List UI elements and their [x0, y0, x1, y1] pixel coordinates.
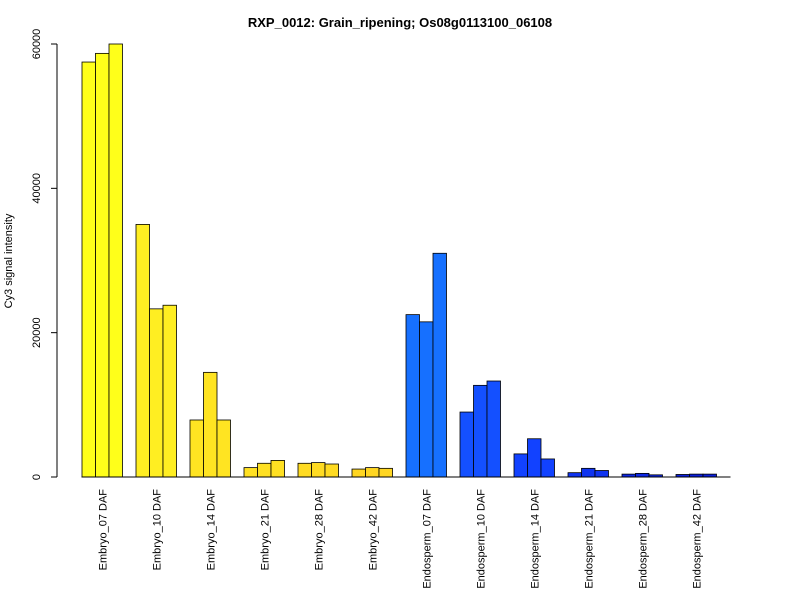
- bar: [365, 467, 380, 478]
- bar: [432, 252, 447, 478]
- x-tick-label: Endosperm_21 DAF: [583, 489, 595, 589]
- y-axis: 0 20000 40000 60000: [31, 29, 58, 480]
- bar: [311, 462, 326, 478]
- x-tick-label: Embryo_07 DAF: [97, 489, 109, 571]
- bar: [351, 468, 366, 478]
- bar: [189, 419, 204, 478]
- bar: [567, 472, 582, 478]
- bar: [540, 458, 555, 478]
- bar: [378, 467, 393, 478]
- y-axis-label: Cy3 signal intensity: [3, 213, 15, 308]
- bar: [203, 371, 218, 478]
- x-tick-label: Endosperm_28 DAF: [637, 489, 649, 589]
- chart-title: RXP_0012: Grain_ripening; Os08g0113100_0…: [248, 15, 552, 30]
- x-tick-label: Endosperm_10 DAF: [475, 489, 487, 589]
- bar: [270, 460, 285, 478]
- bar: [473, 384, 488, 478]
- bar: [216, 419, 231, 478]
- bar: [594, 470, 609, 478]
- y-tick-label: 40000: [31, 173, 43, 204]
- bars-group: [81, 43, 717, 478]
- bar: [513, 453, 528, 478]
- bar: [527, 438, 542, 478]
- x-tick-label: Embryo_21 DAF: [259, 489, 271, 571]
- bar: [459, 411, 474, 478]
- x-tick-label: Endosperm_14 DAF: [529, 489, 541, 589]
- x-tick-label: Embryo_28 DAF: [313, 489, 325, 571]
- bar: [257, 462, 272, 478]
- bar: [297, 462, 312, 478]
- bar: [95, 52, 110, 478]
- bar: [635, 472, 650, 478]
- y-tick-label: 60000: [31, 29, 43, 60]
- bar: [405, 314, 420, 478]
- x-tick-label: Embryo_42 DAF: [367, 489, 379, 571]
- x-tick-label: Embryo_10 DAF: [151, 489, 163, 571]
- bar: [108, 43, 123, 478]
- bar: [81, 61, 96, 478]
- bar: [135, 224, 150, 478]
- x-tick-label: Embryo_14 DAF: [205, 489, 217, 571]
- bar: [486, 380, 501, 478]
- bar: [162, 304, 177, 478]
- x-tick-label: Endosperm_42 DAF: [691, 489, 703, 589]
- x-tick-label: Endosperm_07 DAF: [421, 489, 433, 589]
- y-tick-label: 0: [31, 474, 43, 480]
- category-labels: Embryo_07 DAF Embryo_10 DAF Embryo_14 DAF E…: [97, 489, 703, 589]
- bar: [324, 463, 339, 478]
- bar: [581, 467, 596, 478]
- bar: [419, 321, 434, 478]
- bar: [149, 308, 164, 478]
- y-tick-label: 20000: [31, 317, 43, 348]
- bar: [243, 467, 258, 478]
